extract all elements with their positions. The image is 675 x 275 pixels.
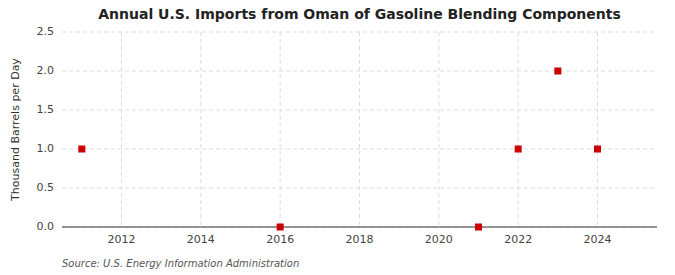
title: Annual U.S. Imports from Oman of Gasolin… [98,6,621,22]
x-grid-line [200,32,201,227]
x-grid-line [438,32,439,227]
grid [62,32,657,227]
y-grid-line [62,149,657,150]
point [475,224,482,231]
x-grid-line [597,32,598,227]
x-tick-label: 2024 [584,233,612,246]
x-tick-label: 2016 [266,233,294,246]
point [78,146,85,153]
source-note: Source: U.S. Energy Information Administ… [62,258,299,269]
y-tick-label: 2.0 [37,64,55,77]
points [78,68,601,231]
x-grid-line [280,32,281,227]
x-tick-label: 2018 [346,233,374,246]
x-grid-line [121,32,122,227]
point [594,146,601,153]
x-grid-line [359,32,360,227]
y-tick-label: 1.0 [37,142,55,155]
y-tick-label: 0.0 [37,220,55,233]
y-axis-label: Thousand Barrels per Day [9,58,22,202]
x-tick-label: 2012 [108,233,136,246]
x-tick-label: 2014 [187,233,215,246]
x-axis-line [62,227,657,228]
x-tick-label: 2022 [504,233,532,246]
chart: 0.0 0.5 1.0 1.5 2.0 2.5 2012 2014 2016 2018 2020 20… [0,0,675,275]
point [277,224,284,231]
y-grid-line [62,227,657,228]
chart-container: 0.0 0.5 1.0 1.5 2.0 2.5 2012 2014 2016 2018 2020 20… [0,0,675,275]
y-tick-label: 2.5 [37,25,55,38]
y-tick-label: 1.5 [37,103,55,116]
point [554,68,561,75]
x-tick-label: 2020 [425,233,453,246]
point [515,146,522,153]
x-grid-line [518,32,519,227]
y-tick-label: 0.5 [37,181,55,194]
